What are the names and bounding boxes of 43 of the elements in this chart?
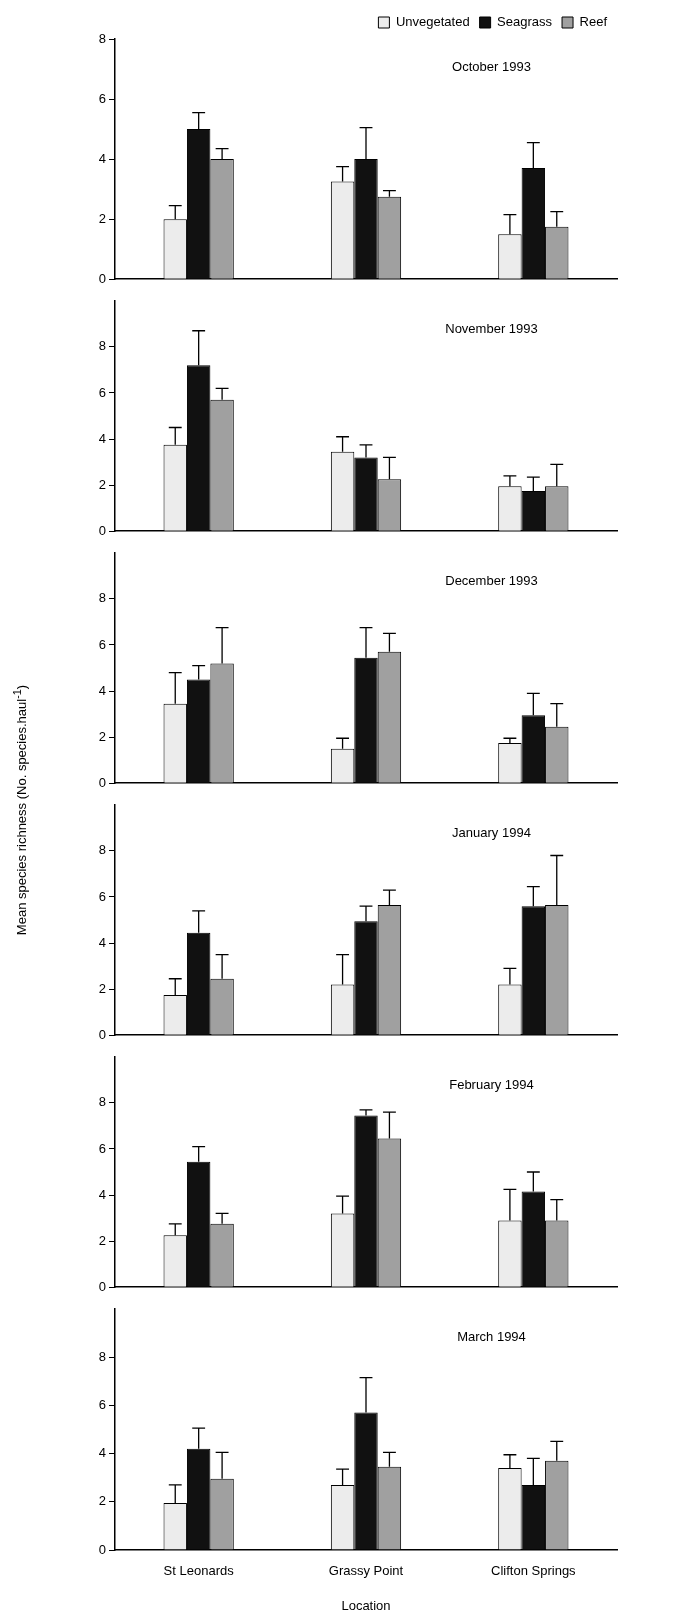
text: October 1993	[452, 59, 531, 75]
y-tick-label: 2	[98, 980, 106, 996]
x-tick-label: St Leonards	[163, 1563, 235, 1579]
y-tick-label: 0	[98, 1026, 106, 1042]
y-tick-label: 2	[98, 210, 106, 226]
y-tick-label: 0	[98, 1278, 106, 1294]
text: November 1993	[445, 320, 538, 336]
y-tick-label: 0	[98, 270, 106, 286]
y-tick-label: 4	[98, 1186, 106, 1202]
y-tick-label: 6	[98, 1140, 106, 1156]
legend-label: Unvegetated	[395, 14, 470, 30]
y-tick-label: 4	[98, 430, 106, 446]
legend-label: Reef	[579, 14, 608, 30]
y-tick-label: 0	[98, 522, 106, 538]
y-tick-label: 8	[98, 842, 106, 858]
y-tick-label: 2	[98, 728, 106, 744]
y-tick-label: 6	[98, 384, 106, 400]
y-tick-label: 8	[98, 338, 106, 354]
y-tick-label: 0	[98, 774, 106, 790]
y-tick-label: 8	[98, 1094, 106, 1110]
y-tick-label: 2	[98, 1232, 106, 1248]
y-tick-label: 8	[98, 1348, 106, 1364]
text: January 1994	[452, 824, 531, 840]
y-tick-label: 2	[98, 476, 106, 492]
x-tick-label: Grassy Point	[328, 1563, 404, 1579]
y-tick-label: 2	[98, 1493, 106, 1509]
y-tick-label: 0	[98, 1541, 106, 1557]
y-tick-label: 6	[98, 636, 106, 652]
y-tick-label: 4	[98, 682, 106, 698]
y-tick-label: 6	[98, 1396, 106, 1412]
y-tick-label: 8	[98, 30, 106, 46]
y-tick-label: 8	[98, 590, 106, 606]
x-tick-label: Clifton Springs	[491, 1563, 577, 1579]
y-tick-label: 6	[98, 888, 106, 904]
y-tick-label: 4	[98, 150, 106, 166]
y-tick-label: 4	[98, 934, 106, 950]
text: February 1994	[449, 1076, 534, 1092]
y-tick-label: 6	[98, 90, 106, 106]
y-tick-label: 4	[98, 1445, 106, 1461]
legend-label: Seagrass	[497, 14, 553, 30]
text: December 1993	[445, 572, 538, 588]
text: March 1994	[457, 1328, 526, 1344]
x-axis-title: Location	[340, 1598, 392, 1613]
